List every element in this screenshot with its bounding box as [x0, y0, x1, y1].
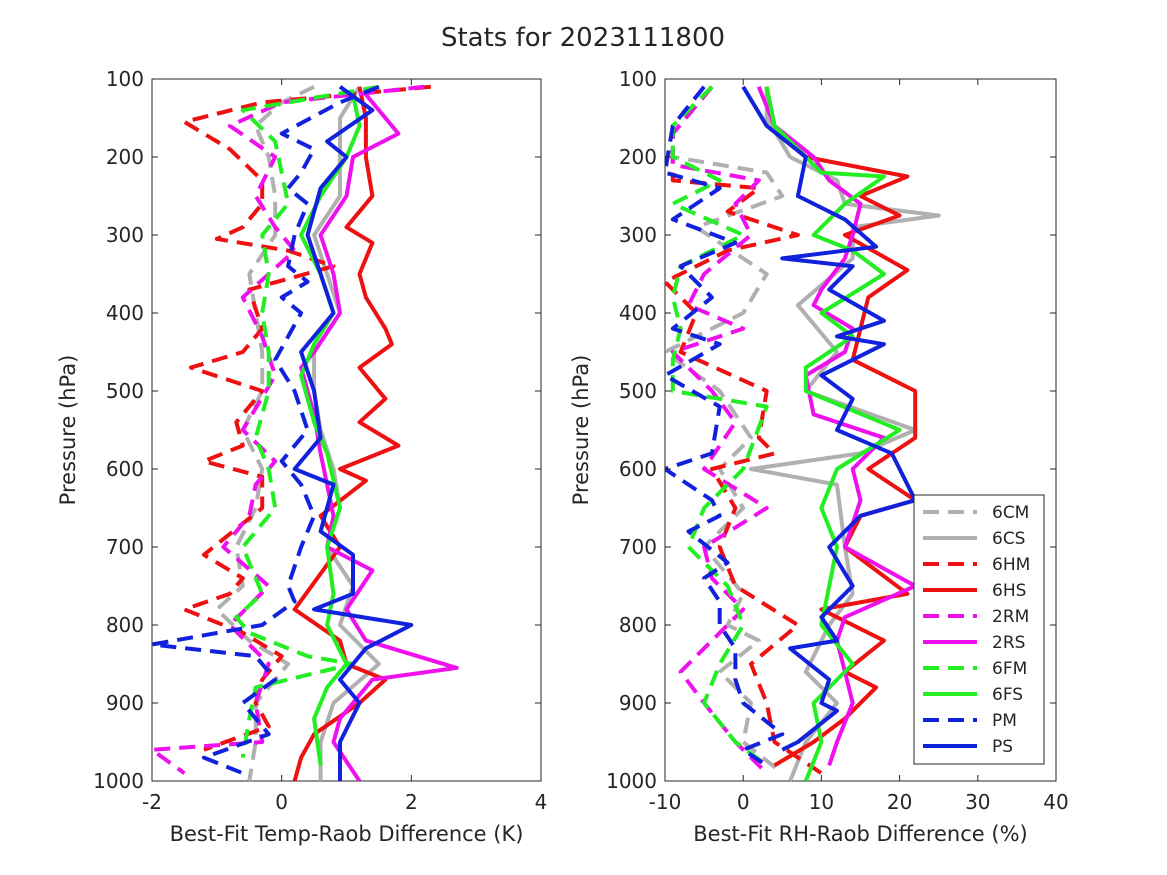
y-axis-label: Pressure (hPa): [56, 355, 80, 506]
series-line-ps: [741, 85, 918, 752]
x-tick-label: 4: [535, 790, 548, 814]
series-line-2rs: [299, 93, 459, 781]
y-tick-label: 600: [106, 457, 144, 481]
y-tick-label: 800: [106, 613, 144, 637]
series-group: [665, 85, 941, 781]
series-line-6hm: [182, 84, 431, 752]
legend-label-6hm: 6HM: [992, 555, 1030, 575]
x-tick-label: 2: [405, 790, 418, 814]
y-tick-label: 200: [106, 145, 144, 169]
y-tick-label: 600: [619, 457, 657, 481]
y-tick-label: 200: [619, 145, 657, 169]
series-line-6hm: [665, 85, 823, 775]
y-tick-label: 1000: [606, 769, 657, 793]
series-line-6cm: [665, 85, 785, 775]
series-line-6fs: [764, 86, 902, 781]
series-line-2rm: [670, 85, 769, 775]
x-tick-label: 10: [809, 790, 834, 814]
legend-label-2rm: 2RM: [992, 607, 1029, 627]
series-line-2rm: [152, 84, 425, 775]
series-line-6fs: [299, 94, 362, 766]
x-axis-label: Best-Fit Temp-Raob Difference (K): [170, 822, 524, 846]
y-tick-label: 500: [619, 379, 657, 403]
axes-box: [664, 78, 1057, 782]
y-tick-label: 1000: [93, 769, 144, 793]
x-tick-label: -2: [142, 790, 162, 814]
y-tick-label: 500: [106, 379, 144, 403]
y-tick-label: 800: [619, 613, 657, 637]
temp-panel: -2 0 2 4 100 200 300 400 500 600 700 800 900 1000 Best…: [56, 67, 547, 846]
y-tick-label: 400: [106, 301, 144, 325]
axes-box: [151, 78, 542, 782]
x-tick-label: 40: [1043, 790, 1068, 814]
legend: 6CM 6CS 6HM 6HS 2RM 2RS 6FM 6FS PM PS: [913, 494, 1045, 765]
x-tick-label: -10: [649, 790, 682, 814]
legend-label-2rs: 2RS: [992, 633, 1025, 653]
y-tick-label: 700: [106, 535, 144, 559]
y-axis-label: Pressure (hPa): [569, 355, 593, 506]
y-tick-label: 900: [106, 691, 144, 715]
legend-label-pm: PM: [992, 711, 1017, 731]
x-tick-label: 20: [887, 790, 912, 814]
x-tick-label: 30: [965, 790, 990, 814]
y-tick-label: 100: [106, 67, 144, 91]
rh-panel: -10 0 10 20 30 40 100 200 300 400 500 600 700 800 900 1…: [569, 67, 1069, 846]
x-tick-label: 0: [737, 790, 750, 814]
x-axis-label: Best-Fit RH-Raob Difference (%): [693, 822, 1027, 846]
y-tick-label: 400: [619, 301, 657, 325]
y-tick-label: 100: [619, 67, 657, 91]
legend-label-ps: PS: [992, 737, 1013, 757]
legend-label-6cs: 6CS: [992, 529, 1025, 549]
y-tick-label: 300: [106, 223, 144, 247]
series-line-6fm: [670, 85, 769, 768]
legend-label-6fs: 6FS: [992, 685, 1023, 705]
legend-label-6fm: 6FM: [992, 659, 1027, 679]
series-line-pm: [152, 84, 380, 776]
series-line-pm: [665, 85, 785, 768]
legend-label-6cm: 6CM: [992, 503, 1029, 523]
series-line-6cs: [749, 86, 941, 781]
series-line-6fm: [234, 84, 380, 758]
legend-label-6hs: 6HS: [992, 581, 1026, 601]
x-tick-label: 0: [275, 790, 288, 814]
y-tick-label: 700: [619, 535, 657, 559]
series-group: [152, 84, 459, 781]
series-line-ps: [292, 85, 414, 781]
figure-title: Stats for 2023111800: [441, 23, 725, 53]
y-tick-label: 900: [619, 691, 657, 715]
y-tick-label: 300: [619, 223, 657, 247]
